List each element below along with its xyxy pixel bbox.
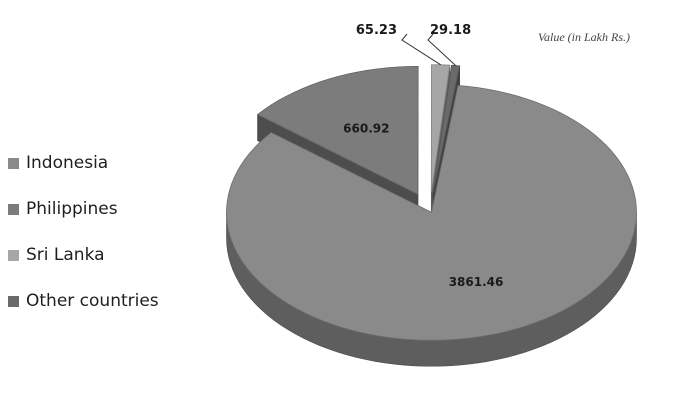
legend-swatch: [8, 295, 19, 307]
legend-item-sri-lanka: Sri Lanka: [8, 243, 159, 267]
leader-line-other-countries: [427, 33, 456, 66]
legend-label: Indonesia: [26, 153, 109, 173]
leader-line-sri-lanka: [401, 33, 441, 66]
slice-top: [256, 65, 419, 196]
pie-slice-indonesia: [226, 84, 637, 367]
slice-top: [226, 84, 637, 341]
legend-item-indonesia: Indonesia: [8, 151, 159, 175]
data-label-indonesia: 3861.46: [449, 275, 504, 289]
legend-swatch: [8, 249, 19, 261]
unit-note: Value (in Lakh Rs.): [538, 30, 630, 44]
slice-top: [432, 64, 461, 193]
data-label-philippines: 660.92: [343, 121, 389, 135]
data-label-sri-lanka: 65.23: [356, 23, 397, 38]
legend: Indonesia Philippines Sri Lanka Other co…: [8, 151, 159, 335]
legend-label: Sri Lanka: [26, 245, 105, 265]
legend-item-other-countries: Other countries: [8, 289, 159, 313]
legend-label: Philippines: [26, 199, 118, 219]
data-label-other-countries: 29.18: [430, 23, 471, 38]
legend-swatch: [8, 203, 19, 215]
legend-item-philippines: Philippines: [8, 197, 159, 221]
slice-top: [430, 64, 451, 193]
legend-swatch: [8, 157, 19, 169]
legend-label: Other countries: [26, 291, 159, 311]
